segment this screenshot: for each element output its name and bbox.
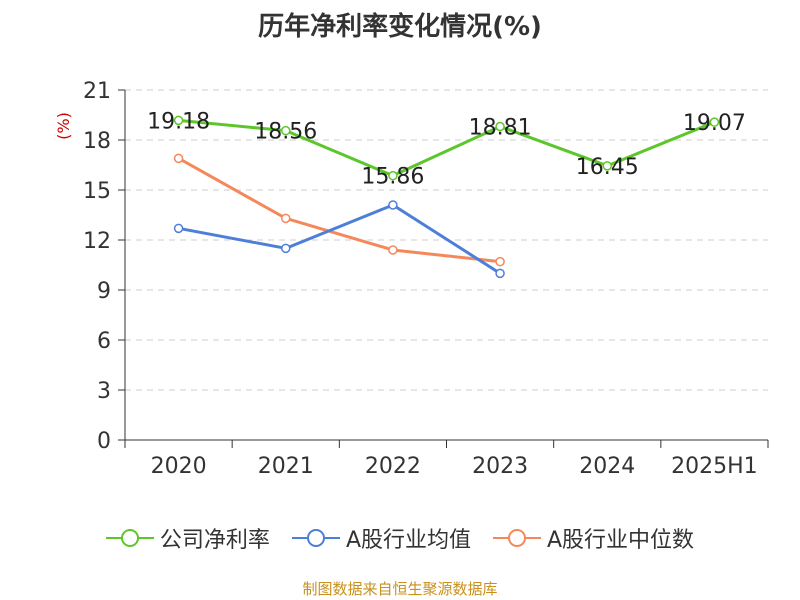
y-tick-label-3: 3 — [97, 379, 111, 404]
x-tick-label-2021: 2021 — [258, 454, 314, 479]
chart-title: 历年净利率变化情况(%) — [258, 12, 542, 42]
x-tick-label-2020: 2020 — [151, 454, 207, 479]
data-point-s0-2023 — [495, 121, 505, 132]
data-point-s2-2020 — [173, 153, 184, 164]
x-tick-label-2022: 2022 — [365, 454, 421, 479]
data-label-2021: 18.56 — [254, 120, 317, 145]
data-point-s2-2022 — [388, 245, 398, 255]
data-point-s0-2020 — [173, 115, 184, 126]
y-tick-label-6: 6 — [97, 329, 111, 354]
data-label-2022: 15.86 — [361, 165, 424, 190]
data-point-s1-2023 — [495, 268, 505, 279]
data-point-s0-2025H1 — [709, 117, 720, 127]
series-line-1 — [178, 203, 501, 275]
legend-swatch-industry-median — [493, 529, 541, 547]
y-tick-label-12: 12 — [83, 229, 111, 254]
legend-item-net-margin[interactable]: 公司净利率 — [105, 522, 270, 554]
x-tick-label-2024: 2024 — [579, 454, 635, 479]
data-label-2020: 19.18 — [147, 109, 210, 134]
data-point-s0-2022 — [388, 170, 398, 181]
series-line-0 — [178, 118, 715, 178]
legend-item-industry-mean[interactable]: A股行业均值 — [291, 522, 471, 554]
chart-legend: 公司净利率 A股行业均值 A股行业中位数 — [0, 520, 800, 556]
data-point-s1-2022 — [388, 200, 398, 210]
data-point-s1-2020 — [173, 223, 184, 234]
legend-item-industry-median[interactable]: A股行业中位数 — [493, 522, 694, 554]
data-point-s1-2021 — [281, 243, 291, 254]
y-tick-label-9: 9 — [97, 279, 111, 304]
data-label-2025H1: 19.07 — [683, 111, 746, 136]
data-point-s2-2021 — [281, 213, 291, 224]
y-tick-label-15: 15 — [83, 179, 111, 204]
legend-label-net-margin: 公司净利率 — [159, 528, 270, 553]
x-tick-label-2025H1: 2025H1 — [671, 454, 758, 479]
x-tick-label-2023: 2023 — [472, 454, 528, 479]
y-tick-label-18: 18 — [83, 129, 111, 154]
legend-swatch-industry-mean — [291, 529, 340, 547]
data-point-s0-2021 — [281, 125, 291, 136]
data-point-s2-2023 — [495, 256, 505, 267]
series-line-2 — [177, 157, 501, 264]
y-tick-label-21: 21 — [83, 79, 111, 104]
data-point-s0-2024 — [602, 161, 612, 171]
legend-swatch-net-margin — [105, 529, 154, 547]
y-tick-label-0: 0 — [97, 429, 111, 454]
data-source-note: 制图数据来自恒生聚源数据库 — [302, 580, 498, 598]
legend-label-industry-median: A股行业中位数 — [547, 528, 695, 553]
data-label-2024: 16.45 — [576, 155, 639, 180]
data-label-2023: 18.81 — [469, 116, 532, 141]
legend-label-industry-mean: A股行业均值 — [345, 528, 471, 553]
